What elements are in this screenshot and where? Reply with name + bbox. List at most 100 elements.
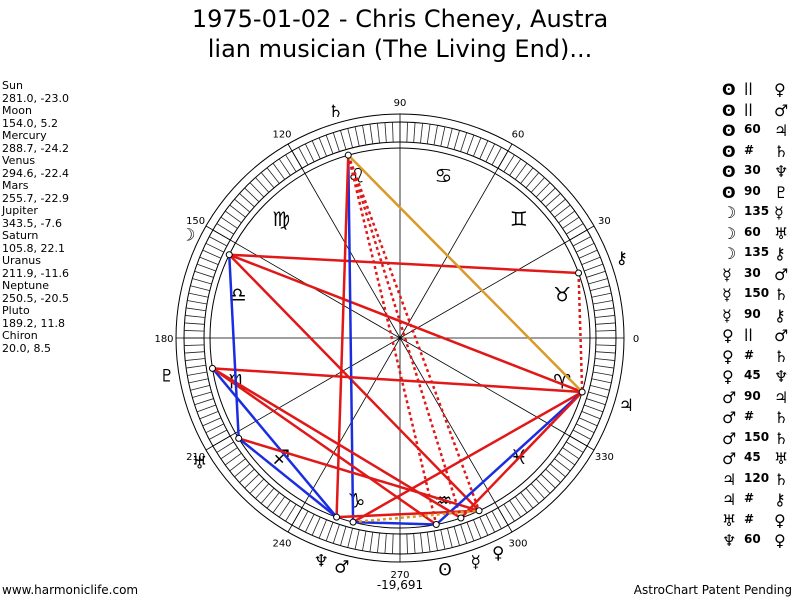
planet-glyph-saturn: ♄ — [328, 102, 343, 122]
aspect-symbol: 120 — [744, 470, 770, 485]
planet-coords-sun: 281.0, -23.0 — [2, 91, 69, 105]
degree-tick — [194, 398, 214, 406]
degree-tick — [420, 532, 423, 553]
degree-tick — [540, 187, 556, 203]
degree-tick — [249, 478, 265, 494]
planet-name-jupiter: Jupiter — [2, 204, 38, 217]
aspect-row: ʘ # ♄ — [722, 142, 798, 162]
degree-tick — [188, 378, 209, 384]
degree-tick — [249, 182, 265, 198]
degree-tick — [595, 322, 616, 325]
degree-tick — [581, 411, 601, 420]
degree-tick — [575, 423, 595, 434]
degree-tick — [485, 513, 496, 533]
aspect-line — [211, 367, 437, 526]
degree-tick — [594, 358, 615, 361]
degree-tick — [491, 510, 502, 529]
sign-spoke — [399, 337, 595, 451]
degree-tick — [413, 533, 416, 554]
aspect-line — [347, 154, 584, 393]
degree-tick — [184, 344, 205, 346]
degree-tick — [298, 510, 309, 529]
planet-name-sun: Sun — [2, 79, 23, 92]
degree-tick — [266, 167, 280, 184]
aspect-symbol: 45 — [744, 450, 761, 464]
degree-tick — [460, 132, 468, 152]
degree-tick — [413, 122, 416, 143]
aspect-row: ʘ 60 ♃ — [722, 121, 798, 141]
planet-glyph-neptune: ♆ — [314, 551, 329, 571]
degree-tick — [406, 533, 408, 554]
aspect-line — [353, 520, 437, 526]
aspect-line — [238, 437, 480, 512]
aspect-line — [227, 254, 240, 439]
degree-tick — [347, 128, 353, 148]
aspect-symbol: 30 — [744, 163, 761, 177]
planet-marker — [344, 151, 352, 159]
aspect-symbol: 60 — [744, 532, 761, 546]
degree-tick — [558, 452, 575, 466]
aspect-symbol: 150 — [744, 429, 770, 444]
aspect-symbol: || — [744, 81, 753, 95]
degree-tick — [209, 429, 228, 440]
degree-tick — [298, 147, 309, 166]
degree-tick — [392, 533, 394, 554]
aspect-row: ♂ 90 ♃ — [722, 388, 798, 408]
degree-tick — [369, 124, 374, 144]
aspect-row: ♂ 45 ♅ — [722, 449, 798, 469]
degree-tick — [566, 223, 584, 235]
aspect-planet-1: ♅ — [722, 510, 737, 530]
degree-tick — [272, 496, 286, 513]
degree-label: 180 — [154, 334, 173, 345]
degree-tick — [447, 128, 453, 148]
aspect-planet-1: ʘ — [722, 80, 736, 99]
degree-tick — [584, 404, 604, 413]
sign-spoke — [399, 143, 513, 339]
degree-tick — [520, 492, 534, 509]
degree-tick — [530, 483, 545, 499]
degree-tick — [592, 371, 613, 376]
degree-tick — [362, 530, 367, 551]
degree-tick — [586, 398, 606, 406]
degree-tick — [433, 530, 438, 551]
planet-name-pluto: Pluto — [2, 304, 30, 317]
degree-tick — [514, 496, 528, 513]
degree-tick — [572, 429, 591, 440]
aspect-row: ♃ 120 ♄ — [722, 470, 798, 490]
aspect-line — [212, 367, 583, 394]
degree-tick — [318, 137, 327, 157]
planet-coords-moon: 154.0, 5.2 — [2, 116, 58, 130]
chart-title-line-1: 1975-01-02 - Chris Cheney, Austra — [191, 5, 609, 33]
footer-website[interactable]: www.harmoniclife.com — [2, 583, 139, 597]
aspect-line — [460, 391, 584, 519]
aspect-line — [352, 390, 583, 524]
degree-tick — [586, 270, 606, 278]
planet-marker — [457, 514, 465, 522]
planet-marker — [208, 364, 216, 372]
degree-tick — [578, 417, 598, 427]
degree-tick — [554, 204, 571, 218]
degree-tick — [591, 378, 612, 384]
degree-tick — [234, 198, 251, 213]
degree-tick — [325, 134, 334, 154]
aspect-symbol: || — [744, 327, 753, 341]
degree-tick — [266, 492, 280, 509]
degree-tick — [503, 504, 515, 522]
degree-tick — [311, 140, 321, 160]
degree-tick — [509, 158, 522, 176]
aspect-planet-1: ʘ — [722, 141, 736, 161]
aspect-planet-2: ♀ — [774, 510, 786, 530]
aspect-planet-1: ♂ — [722, 428, 737, 448]
aspect-line — [435, 391, 584, 526]
aspect-planet-2: ♃ — [774, 387, 789, 407]
degree-tick — [420, 123, 423, 144]
aspect-planet-2: ♆ — [774, 162, 789, 181]
degree-tick — [377, 532, 380, 553]
degree-tick — [220, 216, 238, 229]
degree-tick — [278, 158, 291, 176]
planet-name-saturn: Saturn — [2, 229, 39, 242]
degree-tick — [540, 473, 556, 489]
degree-tick — [595, 330, 616, 332]
chart-title-line-2: lian musician (The Living End)... — [207, 35, 593, 63]
degree-tick — [525, 487, 540, 504]
